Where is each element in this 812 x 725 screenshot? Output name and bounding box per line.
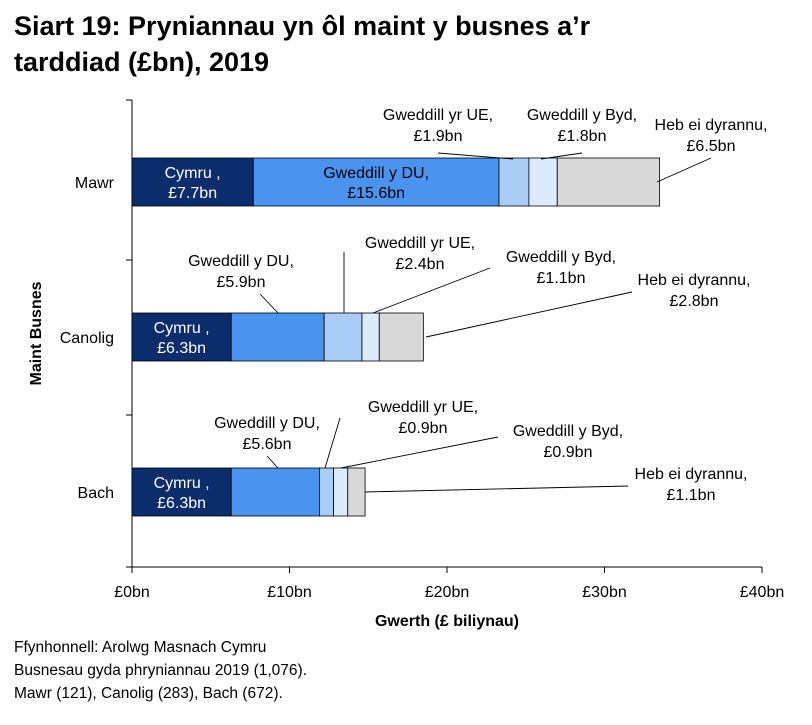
x-tick-label-1: £10bn xyxy=(267,584,312,601)
data-label-mawr-gweddill-yr-ue: Gweddill yr UE, £1.9bn xyxy=(383,107,493,145)
data-label-mawr-heb-ei-dyrannu: Heb ei dyrannu, £6.5bn xyxy=(655,117,768,155)
bar-bach-heb-ei-dyrannu xyxy=(347,467,366,517)
bar-bach-gweddill-y-du xyxy=(230,467,320,517)
source-notes: Ffynhonnell: Arolwg Masnach Cymru Busnes… xyxy=(14,636,307,705)
data-label-bach-gweddill-yr-ue: Gweddill yr UE, £0.9bn xyxy=(368,399,478,437)
x-tick-label-3: £30bn xyxy=(582,584,627,601)
data-label-mawr-gweddill-y-du: Gweddill y DU, £15.6bn xyxy=(323,165,429,202)
data-label-bach-cymru: Cymru , £6.3bn xyxy=(154,475,210,512)
data-label-canolig-heb-ei-dyrannu: Heb ei dyrannu, £2.8bn xyxy=(638,272,751,310)
chart-title-line-1: Siart 19: Pryniannau yn ôl maint y busne… xyxy=(14,11,591,41)
x-tick-label-4: £40bn xyxy=(740,584,785,601)
bar-bach-gweddill-yr-ue xyxy=(319,467,334,517)
data-label-mawr-gweddill-y-byd: Gweddill y Byd, £1.8bn xyxy=(527,107,637,145)
bar-canolig-gweddill-y-byd xyxy=(361,312,380,362)
leader-line-bach-gweddill-y-du xyxy=(266,455,279,469)
leader-line-bach-heb-ei-dyrannu xyxy=(364,485,629,493)
bar-mawr-gweddill-y-byd xyxy=(528,157,558,207)
chart-title-line-2: tarddiad (£bn), 2019 xyxy=(14,47,270,77)
chart-title: Siart 19: Pryniannau yn ôl maint y busne… xyxy=(14,8,794,80)
leader-line-mawr-gweddill-y-byd xyxy=(540,152,583,160)
leader-line-bach-gweddill-yr-ue xyxy=(324,417,341,469)
bar-mawr-gweddill-yr-ue xyxy=(498,157,530,207)
bar-mawr-cymru xyxy=(131,157,254,207)
bar-mawr-gweddill-y-du xyxy=(252,157,500,207)
leader-line-canolig-gweddill-y-du xyxy=(259,293,279,314)
source-line-2: Busnesau gyda phryniannau 2019 (1,076). xyxy=(14,662,307,679)
data-label-canolig-cymru: Cymru , £6.3bn xyxy=(154,320,210,357)
category-label-bach: Bach xyxy=(78,485,114,502)
leader-line-bach-gweddill-y-byd xyxy=(340,436,499,469)
data-label-canolig-gweddill-y-byd: Gweddill y Byd, £1.1bn xyxy=(506,249,616,287)
leader-line-mawr-gweddill-yr-ue xyxy=(437,152,514,160)
category-label-mawr: Mawr xyxy=(75,175,115,192)
leader-line-canolig-gweddill-y-byd xyxy=(372,267,491,314)
bar-canolig-heb-ei-dyrannu xyxy=(378,312,424,362)
leader-line-mawr-heb-ei-dyrannu xyxy=(656,157,712,183)
bar-canolig-gweddill-y-du xyxy=(230,312,325,362)
x-tick-label-0: £0bn xyxy=(114,584,150,601)
bar-canolig-gweddill-yr-ue xyxy=(323,312,363,362)
data-label-bach-gweddill-y-byd: Gweddill y Byd, £0.9bn xyxy=(513,423,623,461)
bar-mawr-heb-ei-dyrannu xyxy=(556,157,661,207)
data-label-canolig-gweddill-y-du: Gweddill y DU, £5.9bn xyxy=(188,253,294,291)
leader-line-canolig-heb-ei-dyrannu xyxy=(425,291,633,338)
data-label-bach-heb-ei-dyrannu: Heb ei dyrannu, £1.1bn xyxy=(635,466,748,504)
data-label-canolig-gweddill-yr-ue: Gweddill yr UE, £2.4bn xyxy=(365,235,475,273)
data-label-bach-gweddill-y-du: Gweddill y DU, £5.6bn xyxy=(214,415,320,453)
source-line-3: Mawr (121), Canolig (283), Bach (672). xyxy=(14,685,283,702)
y-axis-title: Maint Busnes xyxy=(28,281,45,385)
x-axis-title: Gwerth (£ biliynau) xyxy=(375,613,519,630)
bar-bach-cymru xyxy=(131,467,232,517)
x-tick-label-2: £20bn xyxy=(425,584,470,601)
category-label-canolig: Canolig xyxy=(60,330,114,347)
data-label-mawr-cymru: Cymru , £7.7bn xyxy=(165,165,221,202)
source-line-1: Ffynhonnell: Arolwg Masnach Cymru xyxy=(14,639,267,656)
bar-bach-gweddill-y-byd xyxy=(333,467,349,517)
